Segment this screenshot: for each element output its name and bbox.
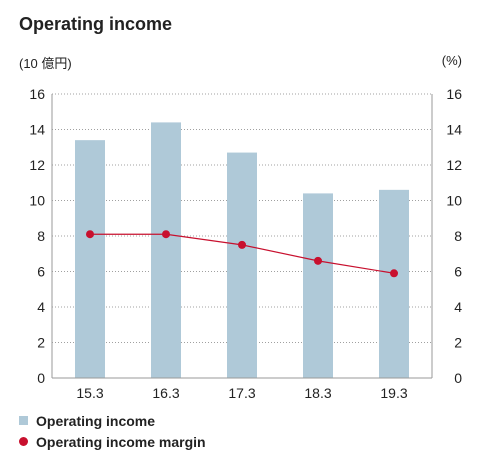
margin-point-16.3 (162, 230, 170, 239)
bar-17.3 (227, 152, 257, 378)
margin-point-17.3 (238, 240, 246, 249)
x-tick-label: 17.3 (228, 385, 255, 401)
right-tick-label: 16 (446, 86, 462, 102)
legend-item-operating-income: Operating income (19, 410, 206, 431)
left-axis-unit: (10 億円) (19, 56, 72, 71)
tick-labels: 0 2 4 6 8 10 12 14 16 0 2 4 6 8 10 12 14 16 15.3 16.3 17.3 18… (29, 86, 462, 401)
x-tick-label: 16.3 (152, 385, 179, 401)
left-tick-label: 8 (37, 228, 45, 244)
left-tick-label: 0 (37, 370, 45, 386)
left-tick-label: 14 (29, 122, 45, 138)
margin-point-15.3 (86, 230, 94, 239)
legend-bar-swatch (19, 416, 28, 425)
left-tick-label: 16 (29, 86, 45, 102)
right-tick-label: 8 (454, 228, 462, 244)
bar-series (75, 122, 409, 379)
chart-title: Operating income (19, 14, 173, 34)
bar-16.3 (151, 122, 181, 379)
right-tick-label: 12 (446, 157, 462, 173)
x-tick-label: 19.3 (380, 385, 407, 401)
right-axis-unit: (%) (441, 53, 462, 68)
bar-19.3 (379, 189, 409, 378)
legend-item-operating-income-margin: Operating income margin (19, 431, 206, 452)
bar-18.3 (303, 193, 333, 378)
left-tick-label: 12 (29, 157, 45, 173)
margin-point-18.3 (314, 256, 322, 265)
legend-label: Operating income (36, 412, 156, 429)
left-tick-label: 6 (37, 264, 45, 280)
axes (51, 94, 433, 379)
legend-dot-swatch (19, 437, 28, 446)
right-tick-label: 2 (454, 335, 462, 351)
legend-label: Operating income margin (36, 433, 206, 450)
left-tick-label: 4 (37, 299, 45, 315)
legend: Operating income Operating income margin (19, 410, 206, 452)
right-tick-label: 10 (446, 193, 462, 209)
bar-15.3 (75, 140, 105, 378)
x-tick-label: 18.3 (304, 385, 331, 401)
margin-point-19.3 (390, 269, 398, 278)
x-tick-label: 15.3 (76, 385, 103, 401)
left-tick-label: 2 (37, 335, 45, 351)
right-tick-label: 0 (454, 370, 462, 386)
right-tick-label: 14 (446, 122, 462, 138)
right-tick-label: 4 (454, 299, 462, 315)
margin-line-series (86, 230, 398, 278)
left-tick-label: 10 (29, 193, 45, 209)
right-tick-label: 6 (454, 264, 462, 280)
